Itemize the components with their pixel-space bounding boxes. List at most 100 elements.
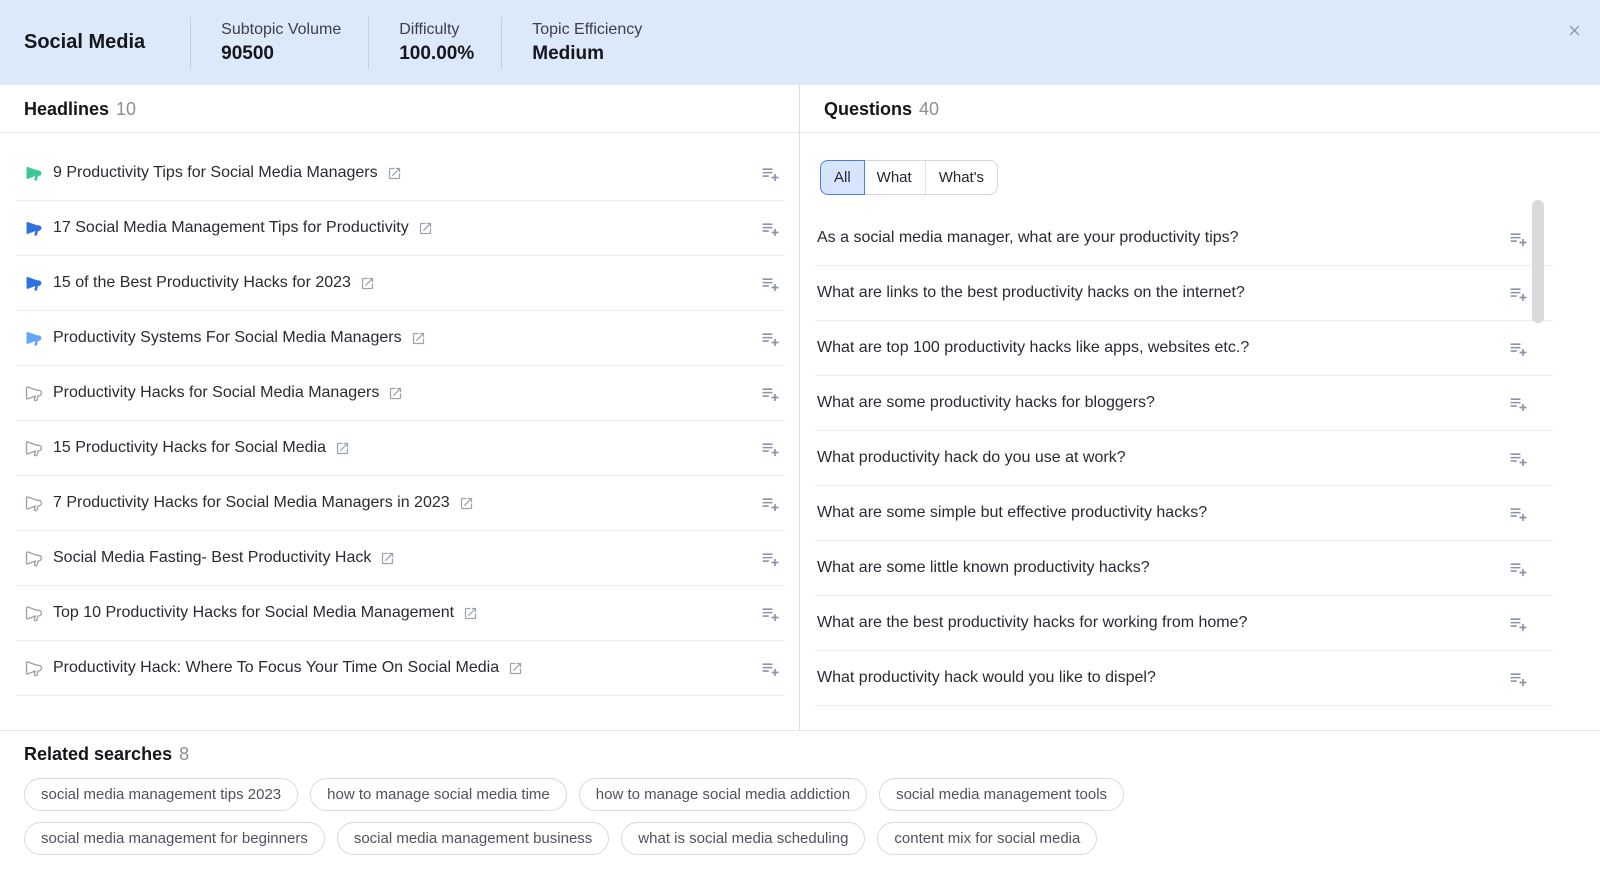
question-row: What are the best productivity hacks for… — [815, 596, 1553, 651]
topic-title: Social Media — [24, 31, 146, 53]
stat-label: Topic Efficiency — [532, 20, 643, 38]
headline-row: Productivity Hacks for Social Media Mana… — [16, 366, 785, 421]
headlines-title: Headlines — [24, 99, 110, 119]
add-to-list-button[interactable] — [1507, 502, 1529, 524]
headline-link[interactable]: 17 Social Media Management Tips for Prod… — [43, 219, 433, 237]
content-columns: Headlines 10 9 Productivity Tips for Soc… — [0, 85, 1600, 731]
related-search-chip[interactable]: social media management tips 2023 — [24, 778, 299, 811]
stat-value: 100.00% — [399, 42, 475, 64]
related-search-chip[interactable]: how to manage social media addiction — [578, 778, 868, 811]
topic-header-bar: Social Media Subtopic Volume 90500 Diffi… — [0, 0, 1600, 85]
related-search-chip[interactable]: social media management tools — [879, 778, 1125, 811]
question-row: What productivity hack do you use at wor… — [815, 431, 1553, 486]
headline-row: 7 Productivity Hacks for Social Media Ma… — [16, 476, 785, 531]
external-link-icon — [361, 277, 374, 289]
stat-label: Subtopic Volume — [221, 20, 342, 38]
related-search-chip[interactable]: social media management business — [336, 822, 610, 855]
related-search-chip[interactable]: social media management for beginners — [24, 822, 325, 855]
add-to-list-button[interactable] — [759, 492, 781, 514]
add-to-list-button[interactable] — [759, 162, 781, 184]
questions-title: Questions — [824, 99, 913, 119]
playlist-add-icon — [762, 167, 778, 181]
external-link-icon — [412, 332, 424, 344]
add-to-list-button[interactable] — [1507, 667, 1529, 689]
headline-row: 15 of the Best Productivity Hacks for 20… — [16, 256, 785, 311]
close-button[interactable] — [1563, 19, 1585, 41]
related-search-chip[interactable]: content mix for social media — [877, 822, 1098, 855]
question-text: As a social media manager, what are your… — [817, 229, 1239, 246]
questions-scrollbar-thumb[interactable] — [1532, 200, 1544, 323]
question-text: What are some little known productivity … — [817, 559, 1150, 576]
playlist-add-icon — [762, 222, 778, 236]
headline-link[interactable]: 15 of the Best Productivity Hacks for 20… — [43, 274, 375, 292]
headlines-header: Headlines 10 — [0, 85, 799, 133]
megaphone-icon — [25, 495, 43, 511]
headline-row: Social Media Fasting- Best Productivity … — [16, 531, 785, 586]
add-to-list-button[interactable] — [759, 382, 781, 404]
question-filter-tab[interactable]: What's — [924, 161, 997, 194]
stat-subtopic-volume: Subtopic Volume 90500 — [190, 16, 368, 69]
playlist-add-icon — [1510, 617, 1526, 631]
question-text: What are some simple but effective produ… — [817, 504, 1208, 521]
add-to-list-button[interactable] — [759, 602, 781, 624]
headline-link[interactable]: 15 Productivity Hacks for Social Media — [43, 439, 350, 457]
playlist-add-icon — [1510, 672, 1526, 686]
headline-link[interactable]: Productivity Hack: Where To Focus Your T… — [43, 659, 523, 677]
megaphone-icon — [26, 331, 42, 346]
stat-label: Difficulty — [399, 20, 460, 38]
add-to-list-button[interactable] — [1507, 337, 1529, 359]
question-row: What are some little known productivity … — [815, 541, 1553, 596]
headline-link[interactable]: Productivity Systems For Social Media Ma… — [43, 329, 426, 347]
headlines-list: 9 Productivity Tips for Social Media Man… — [0, 133, 799, 696]
headline-link[interactable]: 7 Productivity Hacks for Social Media Ma… — [43, 494, 474, 512]
questions-list: As a social media manager, what are your… — [815, 211, 1553, 706]
related-search-chip[interactable]: what is social media scheduling — [621, 822, 866, 855]
question-row: What are links to the best productivity … — [815, 266, 1553, 321]
add-to-list-button[interactable] — [759, 217, 781, 239]
playlist-add-icon — [762, 497, 778, 511]
playlist-add-icon — [762, 662, 778, 676]
add-to-list-button[interactable] — [1507, 227, 1529, 249]
related-searches-title: Related searches — [24, 744, 173, 764]
stat-difficulty: Difficulty 100.00% — [368, 16, 501, 69]
headline-text: 7 Productivity Hacks for Social Media Ma… — [53, 494, 450, 511]
headline-text: 15 of the Best Productivity Hacks for 20… — [53, 274, 351, 291]
related-searches-section: Related searches 8 social media manageme… — [0, 744, 1600, 855]
playlist-add-icon — [762, 332, 778, 346]
external-link-icon — [382, 552, 394, 564]
add-to-list-button[interactable] — [759, 437, 781, 459]
add-to-list-button[interactable] — [1507, 282, 1529, 304]
headlines-panel: Headlines 10 9 Productivity Tips for Soc… — [0, 85, 800, 730]
related-searches-chips: social media management tips 2023 how to… — [24, 778, 1324, 855]
external-link-icon — [419, 222, 431, 234]
add-to-list-button[interactable] — [1507, 392, 1529, 414]
question-filters: All What What's — [820, 160, 1580, 195]
headline-row: 17 Social Media Management Tips for Prod… — [16, 201, 785, 256]
add-to-list-button[interactable] — [1507, 447, 1529, 469]
megaphone-icon — [26, 221, 42, 236]
headline-link[interactable]: Top 10 Productivity Hacks for Social Med… — [43, 604, 478, 622]
question-filter-tab[interactable]: All — [820, 160, 865, 195]
stat-value: 90500 — [221, 42, 274, 64]
question-filter-tab[interactable]: What — [876, 169, 912, 186]
add-to-list-button[interactable] — [759, 272, 781, 294]
headline-link[interactable]: Social Media Fasting- Best Productivity … — [43, 549, 395, 567]
headline-text: Productivity Hacks for Social Media Mana… — [53, 384, 380, 401]
playlist-add-icon — [762, 387, 778, 401]
related-searches-header: Related searches 8 — [24, 744, 1576, 765]
headline-row: 15 Productivity Hacks for Social Media — [16, 421, 785, 476]
headline-link[interactable]: 9 Productivity Tips for Social Media Man… — [43, 164, 402, 182]
question-row: What are top 100 productivity hacks like… — [815, 321, 1553, 376]
megaphone-icon — [25, 440, 43, 456]
question-row: What are some productivity hacks for blo… — [815, 376, 1553, 431]
headline-link[interactable]: Productivity Hacks for Social Media Mana… — [43, 384, 403, 402]
playlist-add-icon — [762, 442, 778, 456]
add-to-list-button[interactable] — [1507, 612, 1529, 634]
add-to-list-button[interactable] — [759, 327, 781, 349]
playlist-add-icon — [1510, 287, 1526, 301]
related-search-chip[interactable]: how to manage social media time — [310, 778, 567, 811]
add-to-list-button[interactable] — [759, 547, 781, 569]
add-to-list-button[interactable] — [759, 657, 781, 679]
add-to-list-button[interactable] — [1507, 557, 1529, 579]
question-row: What are some simple but effective produ… — [815, 486, 1553, 541]
